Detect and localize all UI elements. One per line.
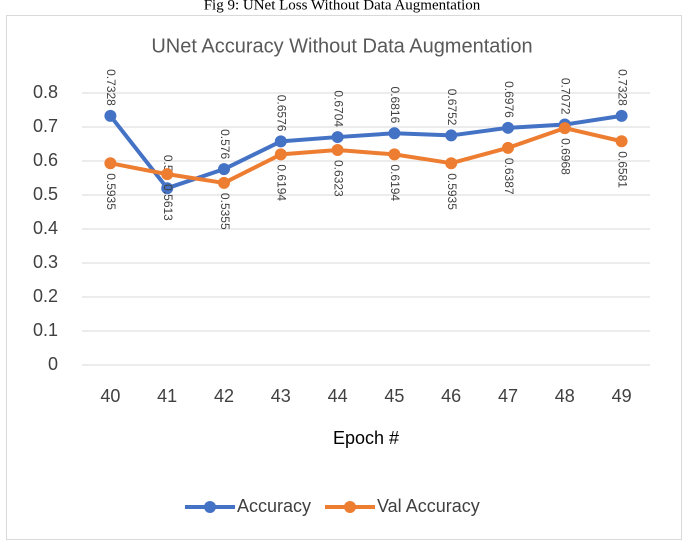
x-tick-label: 45 [384, 386, 404, 406]
data-label: 0.5355 [218, 193, 232, 230]
data-point [331, 131, 344, 144]
y-tick-label: 0.3 [33, 252, 58, 272]
data-label: 0.7072 [559, 78, 573, 115]
data-label: 0.7328 [615, 69, 629, 106]
data-label: 0.5935 [445, 173, 459, 210]
data-label: 0.6752 [445, 89, 459, 126]
x-tick-label: 42 [214, 386, 234, 406]
y-tick-label: 0.2 [33, 286, 58, 306]
y-tick-label: 0.7 [33, 116, 58, 136]
y-tick-label: 0.4 [33, 218, 58, 238]
x-tick-label: 43 [271, 386, 291, 406]
data-point [615, 109, 628, 122]
data-point [445, 129, 458, 142]
x-tick-label: 47 [498, 386, 518, 406]
data-point [104, 109, 117, 122]
data-label: 0.6968 [559, 138, 573, 175]
data-point [558, 122, 571, 135]
legend-marker [204, 501, 216, 513]
x-tick-label: 44 [328, 386, 348, 406]
data-label: 0.6194 [275, 164, 289, 201]
data-point [104, 157, 117, 170]
data-label: 0.576 [218, 129, 232, 159]
data-point [274, 135, 287, 148]
data-label: 0.6323 [331, 160, 345, 197]
legend-label: Accuracy [237, 496, 311, 516]
data-label: 0.6704 [331, 90, 345, 127]
x-tick-label: 40 [100, 386, 120, 406]
data-label: 0.6576 [275, 95, 289, 132]
chart-border [6, 15, 682, 540]
legend-marker [344, 501, 356, 513]
y-tick-label: 0.1 [33, 320, 58, 340]
data-point [445, 157, 458, 170]
chart-title: UNet Accuracy Without Data Augmentation [151, 35, 532, 57]
x-tick-label: 46 [441, 386, 461, 406]
data-label: 0.5613 [161, 184, 175, 221]
x-axis-label: Epoch # [333, 428, 399, 448]
data-point [161, 182, 174, 195]
data-point [218, 163, 230, 176]
data-point [615, 135, 628, 148]
y-tick-label: 0.5 [33, 184, 58, 204]
caption: Fig 9: UNet Loss Without Data Augmentati… [204, 0, 481, 13]
data-label: 0.6194 [388, 164, 402, 201]
data-label: 0.6581 [615, 151, 629, 188]
data-point [502, 121, 514, 134]
data-label: 0.5935 [104, 173, 118, 210]
data-point [218, 176, 230, 189]
data-point [331, 144, 344, 157]
legend-label: Val Accuracy [377, 496, 480, 516]
data-label: 0.6816 [388, 87, 402, 124]
data-point [502, 141, 514, 154]
x-tick-label: 49 [612, 386, 632, 406]
y-tick-label: 0.8 [33, 82, 58, 102]
y-tick-label: 0.6 [33, 150, 58, 170]
data-label: 0.6387 [502, 158, 516, 195]
data-point [274, 148, 287, 161]
x-tick-label: 48 [555, 386, 575, 406]
y-tick-label: 0 [48, 354, 58, 374]
data-label: 0.7328 [104, 69, 118, 106]
data-label: 0.6976 [502, 81, 516, 118]
x-tick-label: 41 [157, 386, 177, 406]
data-point [388, 127, 401, 140]
data-point [161, 168, 174, 181]
series-line [110, 126, 623, 185]
data-point [388, 148, 401, 161]
